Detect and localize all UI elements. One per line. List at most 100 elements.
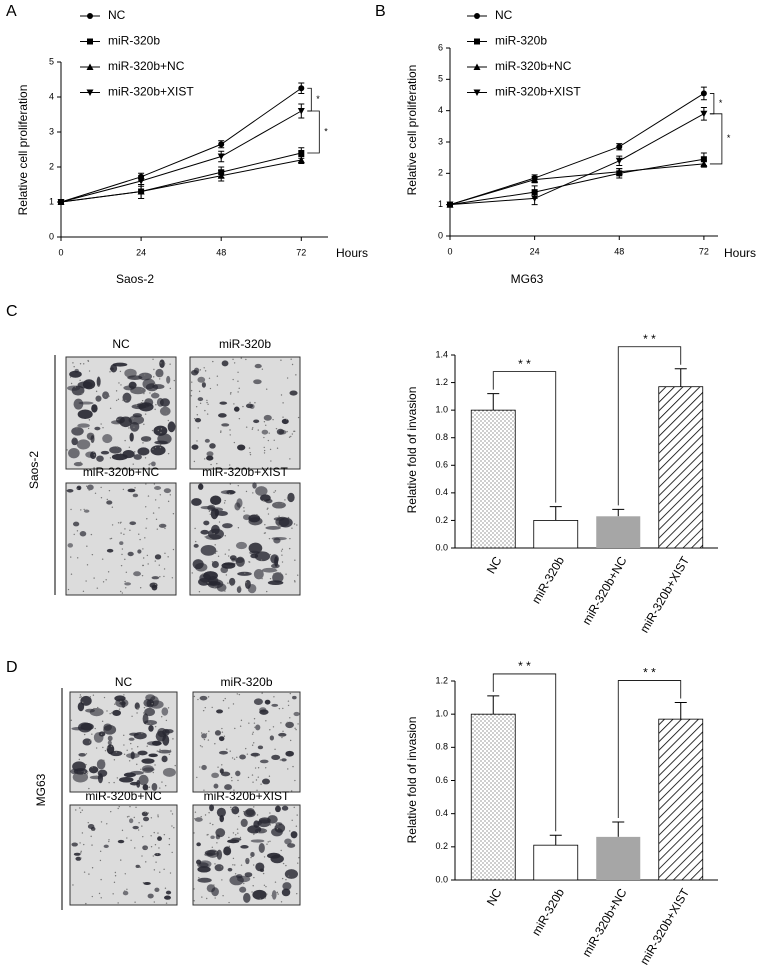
pore [268, 775, 271, 777]
pore [194, 818, 196, 820]
marker [57, 199, 65, 206]
y-tick-label: 0.6 [435, 775, 448, 785]
cell [235, 770, 241, 777]
pore [280, 722, 282, 724]
pore [228, 901, 230, 904]
bar [470, 713, 516, 881]
pore [297, 862, 299, 864]
pore [168, 753, 171, 755]
pore [79, 461, 82, 464]
cell [237, 444, 246, 451]
cell [141, 765, 154, 773]
pore [96, 587, 99, 589]
pore [116, 777, 119, 779]
pore [260, 559, 263, 561]
pore [159, 446, 162, 449]
pore [126, 837, 128, 839]
cell [163, 488, 172, 494]
cell [137, 549, 142, 554]
pore [237, 371, 239, 373]
pore [164, 785, 167, 787]
pore [273, 572, 275, 575]
pore [216, 375, 219, 377]
y-tick-label: 1 [49, 196, 54, 206]
cell [271, 536, 287, 541]
pore [239, 836, 242, 839]
bar [470, 409, 516, 549]
pore [134, 487, 136, 489]
pore [200, 816, 202, 818]
micrograph-bg [189, 356, 301, 470]
cell [220, 490, 236, 495]
cell [119, 541, 124, 546]
pore [232, 864, 234, 866]
pore [248, 561, 250, 563]
cell [285, 721, 294, 729]
pore [163, 833, 166, 836]
cell [199, 695, 208, 701]
pore [86, 564, 89, 566]
pore [100, 733, 103, 735]
pore [261, 692, 263, 694]
pore [146, 554, 149, 557]
pore [147, 563, 149, 565]
pore [108, 840, 110, 843]
pore [214, 897, 216, 899]
pore [269, 824, 272, 826]
pore [140, 388, 143, 391]
pore [229, 434, 231, 436]
pore [195, 406, 198, 408]
pore [143, 423, 145, 426]
marker [297, 156, 305, 163]
pore [77, 488, 79, 490]
pore [118, 382, 120, 384]
pore [252, 885, 254, 887]
panel-label: D [6, 659, 18, 676]
pore [73, 366, 75, 368]
cell [287, 492, 295, 503]
pore [145, 527, 147, 529]
pore [143, 392, 145, 395]
pore [234, 834, 237, 836]
cell [216, 807, 226, 818]
micrograph [189, 356, 301, 470]
cell [248, 542, 263, 554]
pore [201, 896, 203, 898]
pore [231, 779, 233, 782]
y-tick-label: 0.8 [435, 742, 448, 752]
pore [85, 580, 87, 582]
pore [193, 460, 196, 463]
pore [124, 439, 126, 442]
pore [144, 811, 147, 814]
pore [290, 790, 293, 792]
y-tick-label: 1 [438, 199, 443, 209]
cell [206, 884, 216, 893]
cell [143, 816, 150, 822]
bar [658, 386, 704, 549]
pore [159, 494, 162, 496]
pore [93, 707, 95, 710]
cell [240, 845, 249, 849]
pore [132, 417, 135, 420]
pore [171, 851, 173, 854]
pore [167, 419, 170, 422]
pore [291, 363, 294, 366]
pore [109, 371, 111, 373]
pore [293, 430, 296, 432]
pore [128, 815, 130, 818]
pore [117, 398, 120, 401]
cell [154, 440, 168, 445]
pore [91, 844, 93, 846]
pore [157, 816, 159, 818]
pore [216, 550, 218, 553]
cell [126, 752, 140, 759]
cell [289, 390, 298, 396]
pore [267, 841, 269, 843]
pore [254, 756, 256, 758]
pore [220, 431, 222, 434]
pore [281, 554, 283, 556]
pore [150, 835, 152, 837]
cell [191, 444, 199, 450]
cell [142, 784, 149, 791]
pore [253, 718, 256, 720]
